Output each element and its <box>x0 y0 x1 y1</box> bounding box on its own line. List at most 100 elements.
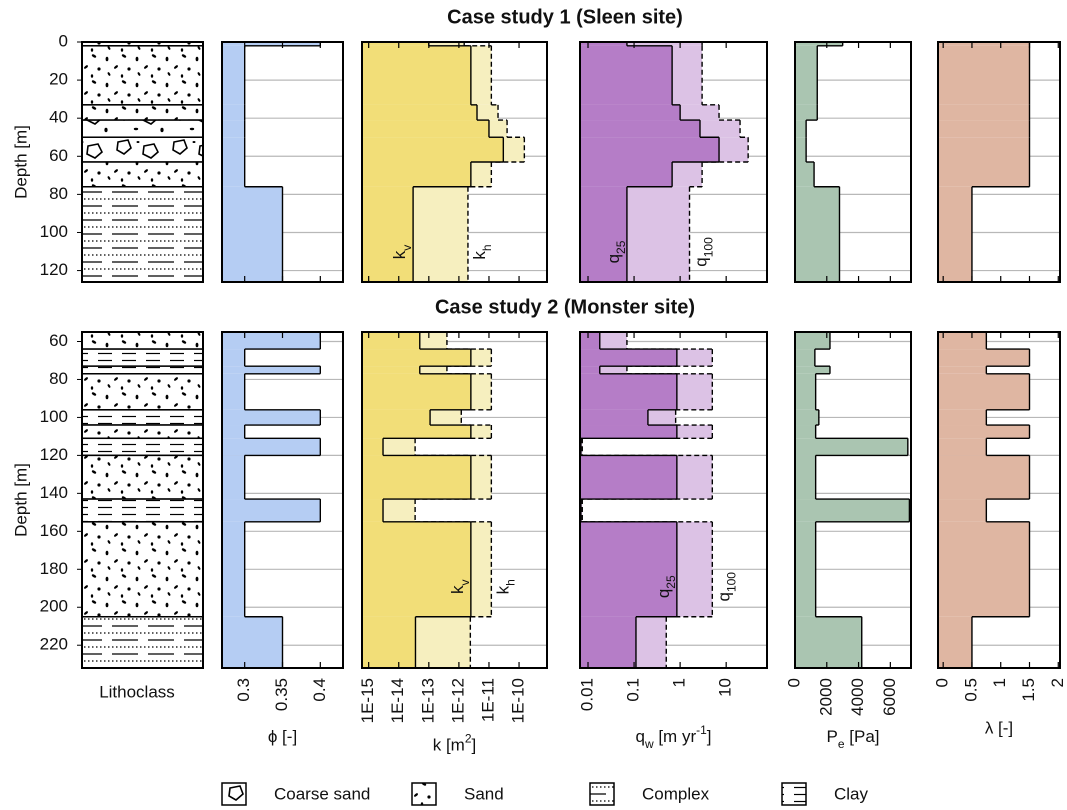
x-tick-label: 1E-10 <box>509 678 528 723</box>
profile-fill <box>795 186 840 282</box>
profile-fill <box>795 499 910 522</box>
y-tick-label: 80 <box>49 369 68 388</box>
litho-layer <box>81 119 204 138</box>
x-tick-label: 2000 <box>816 678 835 716</box>
litho-layer <box>81 161 204 188</box>
litho-layer <box>81 186 204 283</box>
y-tick-label: 60 <box>49 331 68 350</box>
x-tick-label: 1E-14 <box>388 678 407 723</box>
litho-layer <box>81 409 204 426</box>
x-tick-label: 0.35 <box>272 678 291 711</box>
profile-fill <box>795 425 816 439</box>
text-part: 100 <box>724 572 738 592</box>
profile-fill <box>938 332 987 350</box>
profile-fill <box>362 455 471 500</box>
text-part: w <box>644 737 654 751</box>
profile-fill <box>362 162 471 187</box>
profile-fill <box>222 366 321 374</box>
text-part: P <box>827 727 838 746</box>
x-axis-label: qw [m yr-1] <box>635 723 711 751</box>
profile-fill <box>580 137 720 162</box>
profile-fill <box>795 349 815 367</box>
x-tick-label: 0 <box>784 678 803 687</box>
profile-fill <box>222 521 245 617</box>
profile-fill <box>362 120 489 138</box>
profile-fill <box>362 45 471 105</box>
text-part: -1 <box>696 723 707 737</box>
profile-fill <box>362 137 504 162</box>
profile-fill <box>795 120 807 138</box>
profile-fill <box>580 104 681 121</box>
text-part: k [m <box>433 736 465 755</box>
profile-fill <box>580 332 600 350</box>
y-tick-label: 20 <box>49 70 68 89</box>
profile-fill <box>222 499 321 522</box>
profile-fill <box>362 373 471 410</box>
y-tick-label: 100 <box>40 222 68 241</box>
series-label: kh <box>494 579 518 594</box>
profile-fill <box>938 455 1030 500</box>
profile-fill <box>795 162 815 187</box>
text-part: k <box>391 250 410 259</box>
profile-fill <box>222 104 245 121</box>
profile-fill <box>362 366 420 374</box>
litho-layer <box>81 373 204 411</box>
profile-fill <box>795 42 843 46</box>
series-label: q100 <box>715 572 739 602</box>
profile-fill <box>222 186 283 282</box>
profile-fill <box>580 616 636 668</box>
x-tick-label: 1E-11 <box>478 678 497 722</box>
text-part: k <box>448 585 467 594</box>
panel-frame <box>794 331 912 669</box>
text-part: ] <box>707 727 712 746</box>
profile-fill <box>580 42 627 46</box>
profile-fill <box>938 366 987 374</box>
litho-layer <box>81 331 204 350</box>
series-label: kh <box>470 244 494 259</box>
profile-fill <box>362 104 478 121</box>
profile-fill <box>795 521 816 617</box>
legend-swatch <box>781 782 807 806</box>
profile-fill <box>222 425 245 439</box>
legend-swatch <box>589 782 615 806</box>
profile-fill <box>362 438 384 456</box>
profile-fill <box>580 366 627 374</box>
profile-fill <box>222 45 245 105</box>
profile-fill <box>938 349 1030 367</box>
series-label: q25 <box>654 575 678 598</box>
panel-frame <box>361 331 548 669</box>
x-tick-label: 1 <box>670 678 689 687</box>
panel-frame <box>221 331 344 669</box>
text-part: λ [-] <box>985 719 1013 738</box>
legend-label: Clay <box>834 784 869 803</box>
text-part: 100 <box>702 237 716 257</box>
profile-fill <box>795 104 818 121</box>
profile-fill <box>222 616 283 668</box>
text-part: v <box>458 579 472 585</box>
text-part: q <box>604 254 623 263</box>
profile-fill <box>222 409 321 426</box>
legend-swatch <box>221 782 247 806</box>
lithoclass-label: Lithoclass <box>99 682 175 701</box>
text-part: h <box>504 579 518 586</box>
text-part: h <box>480 244 494 251</box>
text-part: 2 <box>465 732 472 746</box>
panel-frame <box>794 41 912 283</box>
text-part: q <box>715 592 734 601</box>
profile-fill <box>362 521 471 617</box>
litho-layer <box>81 615 204 669</box>
profile-fill <box>938 409 987 426</box>
profile-fill <box>580 455 677 500</box>
profile-fill <box>938 438 987 456</box>
profile-fill <box>795 438 908 456</box>
x-tick-label: 4000 <box>848 678 867 716</box>
profile-fill <box>222 455 245 500</box>
litho-layer <box>81 424 204 440</box>
profile-fill <box>580 120 700 138</box>
y-tick-label: 120 <box>40 445 68 464</box>
profile-fill <box>938 373 1030 410</box>
y-tick-label: 200 <box>40 597 68 616</box>
profile-fill <box>580 409 648 426</box>
y-tick-label: 220 <box>40 635 68 654</box>
